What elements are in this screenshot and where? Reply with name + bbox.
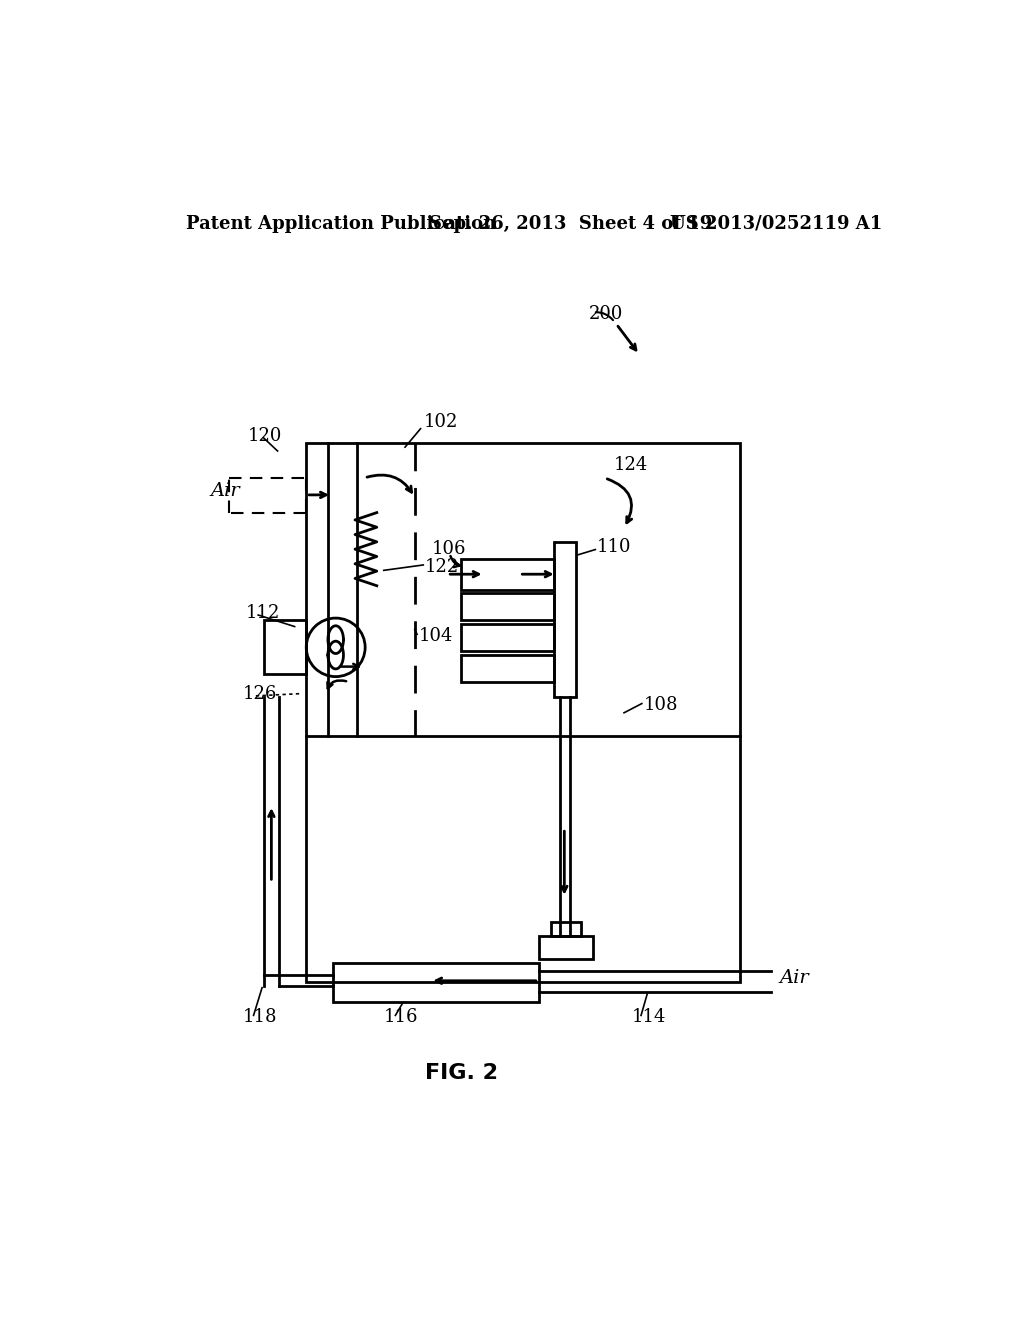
Text: 102: 102 xyxy=(424,413,459,430)
Text: 124: 124 xyxy=(614,455,648,474)
Text: 114: 114 xyxy=(632,1008,667,1026)
Text: US 2013/0252119 A1: US 2013/0252119 A1 xyxy=(671,215,883,232)
Text: Air: Air xyxy=(779,969,809,987)
Text: 126: 126 xyxy=(243,685,278,702)
Bar xyxy=(334,964,539,1002)
Bar xyxy=(461,655,554,682)
Bar xyxy=(306,444,740,982)
Text: Patent Application Publication: Patent Application Publication xyxy=(186,215,497,232)
Text: 120: 120 xyxy=(248,426,283,445)
Bar xyxy=(539,936,593,960)
Bar xyxy=(461,624,554,651)
Text: Sep. 26, 2013  Sheet 4 of 19: Sep. 26, 2013 Sheet 4 of 19 xyxy=(429,215,712,232)
Bar xyxy=(554,543,575,697)
Text: 118: 118 xyxy=(243,1008,278,1026)
Text: FIG. 2: FIG. 2 xyxy=(425,1063,498,1084)
Bar xyxy=(551,923,581,936)
Bar xyxy=(461,558,554,590)
Text: 106: 106 xyxy=(432,540,466,558)
Text: 200: 200 xyxy=(589,305,624,323)
Bar xyxy=(263,620,306,675)
Text: Air: Air xyxy=(211,482,241,500)
Text: 104: 104 xyxy=(419,627,453,644)
Text: 116: 116 xyxy=(384,1008,418,1026)
Text: 122: 122 xyxy=(425,557,459,576)
Text: 112: 112 xyxy=(246,603,281,622)
Text: 108: 108 xyxy=(643,696,678,714)
Text: 110: 110 xyxy=(597,539,632,556)
Bar xyxy=(461,594,554,620)
